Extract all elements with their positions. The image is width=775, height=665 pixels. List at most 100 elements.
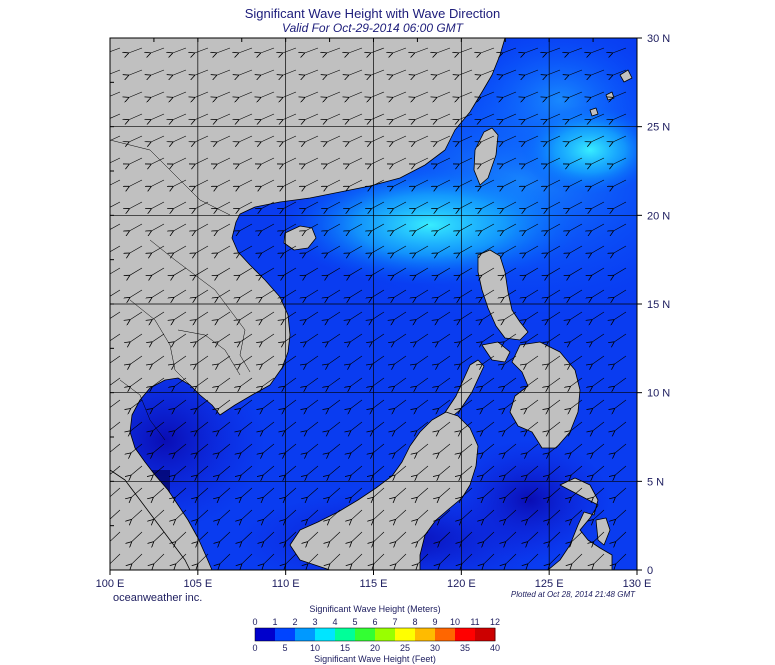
wave-arrow xyxy=(591,245,605,253)
wave-arrow xyxy=(131,531,143,542)
wave-arrow xyxy=(615,531,627,542)
colorbar-segment xyxy=(475,628,496,641)
wave-arrow xyxy=(284,399,297,409)
wave-arrow xyxy=(327,267,341,276)
colorbar-feet-ticks: 0 5 10 15 20 25 30 35 40 xyxy=(252,643,500,653)
wave-arrow xyxy=(326,69,341,75)
wave-arrow xyxy=(503,311,517,320)
lon-label: 110 E xyxy=(272,578,300,590)
wave-arrow xyxy=(262,421,275,431)
wave-arrow xyxy=(458,91,473,98)
wave-arrow xyxy=(571,531,583,542)
wave-arrow xyxy=(262,355,275,365)
wave-arrow xyxy=(549,553,561,564)
wave-arrow xyxy=(129,245,143,253)
wave-arrow xyxy=(128,69,143,75)
wave-arrow xyxy=(370,47,385,53)
wave-arrow xyxy=(306,443,319,453)
wave-arrow xyxy=(131,487,143,498)
wave-arrow xyxy=(372,421,385,431)
wave-arrow xyxy=(282,69,297,75)
wave-arrow xyxy=(525,223,539,231)
wave-arrow xyxy=(110,267,121,275)
wave-arrow xyxy=(481,201,495,209)
wave-arrow xyxy=(328,333,341,342)
wave-arrow xyxy=(174,421,187,431)
colorbar xyxy=(254,627,496,642)
wave-arrow xyxy=(260,157,275,164)
wave-arrow xyxy=(571,509,583,520)
meters-tick-label: 12 xyxy=(490,617,500,627)
wave-arrow xyxy=(526,399,539,409)
wave-arrow xyxy=(436,157,451,164)
wave-arrow xyxy=(372,333,385,342)
wave-arrow xyxy=(417,553,429,564)
wave-arrow xyxy=(153,465,165,476)
wave-arrow xyxy=(196,355,209,365)
wave-arrow xyxy=(480,113,495,120)
wave-arrow xyxy=(261,311,275,320)
wave-arrow xyxy=(481,223,495,231)
wave-arrow xyxy=(351,465,363,476)
wave-arrow xyxy=(373,465,385,476)
wave-arrow xyxy=(481,289,495,298)
wave-arrow xyxy=(613,201,627,209)
wave-arrow xyxy=(505,509,517,520)
wave-arrow xyxy=(458,135,473,142)
wave-arrow xyxy=(417,487,429,498)
lon-label: 100 E xyxy=(96,578,125,590)
colorbar-segment xyxy=(295,628,316,641)
wave-arrow xyxy=(590,91,605,98)
wave-arrow xyxy=(327,201,341,209)
wave-arrow xyxy=(504,399,517,409)
wave-arrow xyxy=(415,223,429,231)
wave-arrow xyxy=(524,47,539,53)
wave-arrow xyxy=(327,245,341,253)
wave-arrow xyxy=(568,91,583,98)
wave-arrow xyxy=(304,113,319,120)
wave-arrow xyxy=(415,179,429,187)
wave-arrow xyxy=(592,399,605,409)
wave-arrow xyxy=(436,113,451,120)
meters-tick-label: 6 xyxy=(372,617,377,627)
meters-tick-label: 2 xyxy=(292,617,297,627)
wave-arrow xyxy=(615,509,627,520)
wave-arrow xyxy=(593,531,605,542)
wave-arrow xyxy=(414,69,429,75)
wave-arrow xyxy=(483,465,495,476)
wave-arrow xyxy=(285,509,297,520)
wave-arrow xyxy=(130,443,143,453)
wave-arrow xyxy=(110,289,121,297)
wave-arrow xyxy=(174,333,187,342)
wave-arrow xyxy=(547,311,561,320)
wave-arrow xyxy=(110,135,121,141)
wave-arrow xyxy=(590,157,605,164)
wave-arrow xyxy=(173,311,187,320)
colorbar-segment xyxy=(435,628,456,641)
wave-arrow xyxy=(306,377,319,387)
wave-arrow xyxy=(394,377,407,387)
wave-arrow xyxy=(546,113,561,120)
wave-arrow xyxy=(240,399,253,409)
wave-arrow xyxy=(219,465,231,476)
longitude-labels: 100 E 105 E 110 E 115 E 120 E 125 E 130 E xyxy=(96,578,652,590)
wave-arrow xyxy=(219,553,231,564)
wave-arrow xyxy=(502,47,517,53)
wave-arrow xyxy=(415,289,429,298)
wave-arrow xyxy=(261,289,275,298)
wave-arrow xyxy=(481,245,495,253)
wave-arrow xyxy=(592,333,605,342)
wave-arrow xyxy=(216,47,231,53)
wave-arrow xyxy=(371,311,385,320)
wave-arrow xyxy=(238,157,253,164)
wave-arrow xyxy=(524,69,539,75)
wave-arrow xyxy=(526,355,539,365)
wave-field-peak xyxy=(280,165,580,285)
wave-arrow xyxy=(175,553,187,564)
wave-arrow xyxy=(218,421,231,431)
wave-arrow xyxy=(569,289,583,298)
wave-arrow xyxy=(128,47,143,53)
wave-arrow xyxy=(461,487,473,498)
wave-arrow xyxy=(546,135,561,142)
wave-arrow xyxy=(219,531,231,542)
